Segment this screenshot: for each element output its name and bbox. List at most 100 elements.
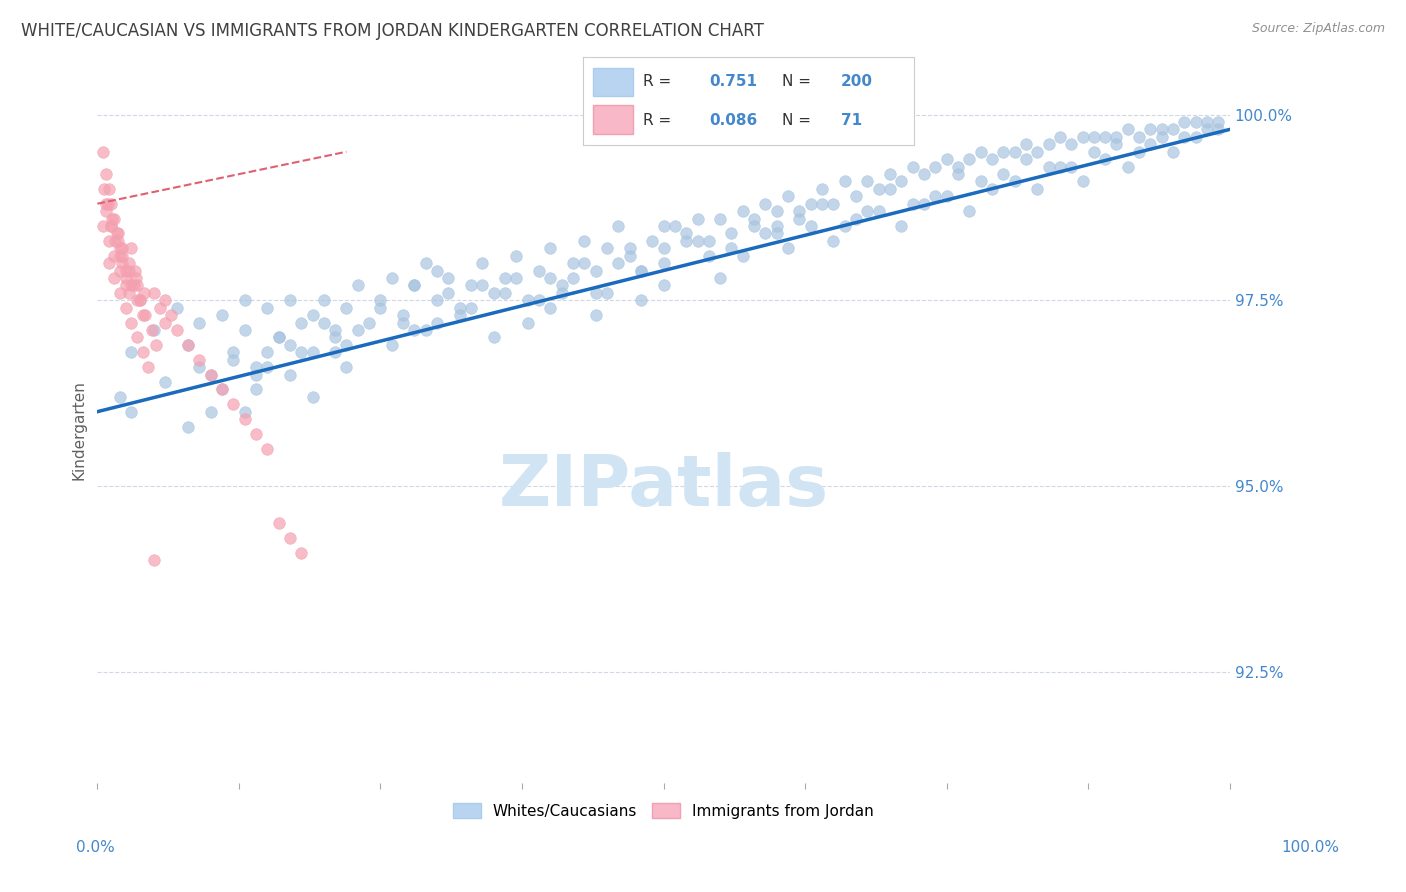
Point (96, 196, 118, 211)
Text: R =: R = (643, 74, 671, 89)
Point (256, 345, 278, 359)
Point (946, 167, 969, 181)
Point (323, 330, 346, 344)
Point (114, 263, 136, 277)
Point (149, 301, 172, 315)
Point (619, 249, 641, 263)
Point (709, 271, 731, 285)
Point (856, 204, 879, 219)
Point (1105, 129, 1128, 144)
Point (1026, 182, 1049, 196)
Point (1038, 137, 1060, 152)
Point (697, 234, 720, 248)
Point (392, 316, 415, 330)
Point (437, 285, 460, 300)
Point (111, 241, 134, 255)
Point (562, 256, 585, 270)
Point (145, 338, 167, 352)
Point (516, 316, 538, 330)
Point (101, 211, 124, 226)
Point (924, 160, 946, 174)
Point (105, 227, 128, 241)
Point (742, 211, 765, 226)
Point (664, 219, 686, 233)
Point (619, 241, 641, 255)
Point (652, 256, 675, 270)
Point (460, 301, 482, 315)
Point (301, 345, 323, 359)
Point (233, 293, 256, 308)
Point (901, 160, 924, 174)
Point (323, 323, 346, 337)
Point (120, 405, 142, 419)
Point (155, 293, 177, 308)
Point (1173, 129, 1195, 144)
Point (980, 182, 1002, 196)
Point (1197, 122, 1219, 136)
Point (574, 256, 596, 270)
Point (890, 219, 912, 233)
Point (1161, 145, 1184, 159)
Text: N =: N = (782, 74, 811, 89)
Point (890, 174, 912, 188)
Point (166, 301, 188, 315)
Point (652, 219, 675, 233)
Point (585, 263, 607, 277)
Point (993, 167, 1015, 181)
Point (301, 308, 323, 322)
Point (754, 196, 776, 211)
Point (211, 308, 233, 322)
Point (720, 227, 742, 241)
Point (91, 219, 114, 233)
Point (1150, 122, 1173, 136)
Point (935, 189, 957, 203)
Point (823, 234, 845, 248)
Point (267, 516, 290, 530)
Point (97, 256, 120, 270)
Point (211, 383, 233, 397)
Point (789, 211, 811, 226)
Text: R =: R = (643, 112, 671, 128)
Point (222, 397, 245, 411)
Point (426, 316, 449, 330)
Text: 71: 71 (841, 112, 862, 128)
Point (924, 189, 946, 203)
Point (143, 323, 166, 337)
Point (1197, 115, 1219, 129)
Point (155, 316, 177, 330)
Point (1105, 137, 1128, 152)
Point (108, 285, 131, 300)
Point (1083, 129, 1105, 144)
Point (607, 219, 630, 233)
Point (1015, 152, 1038, 166)
Point (245, 426, 267, 441)
Point (103, 211, 125, 226)
Point (1071, 129, 1094, 144)
Point (800, 196, 823, 211)
Point (125, 293, 148, 308)
Point (278, 368, 301, 382)
Point (245, 360, 267, 375)
Point (267, 330, 290, 344)
Point (912, 196, 935, 211)
Point (96, 167, 118, 181)
Point (823, 196, 845, 211)
Point (96, 196, 118, 211)
Point (97, 182, 120, 196)
Point (125, 330, 148, 344)
Text: 100.0%: 100.0% (1281, 840, 1340, 855)
Legend: Whites/Caucasians, Immigrants from Jordan: Whites/Caucasians, Immigrants from Jorda… (447, 797, 880, 825)
Point (471, 256, 494, 270)
Point (415, 323, 437, 337)
Point (935, 152, 957, 166)
Point (1139, 137, 1161, 152)
Point (675, 234, 697, 248)
Point (96, 204, 118, 219)
Point (834, 219, 856, 233)
Point (290, 345, 312, 359)
Point (200, 368, 222, 382)
Point (460, 278, 482, 293)
Text: Source: ZipAtlas.com: Source: ZipAtlas.com (1251, 22, 1385, 36)
Point (108, 241, 131, 255)
Point (188, 360, 211, 375)
